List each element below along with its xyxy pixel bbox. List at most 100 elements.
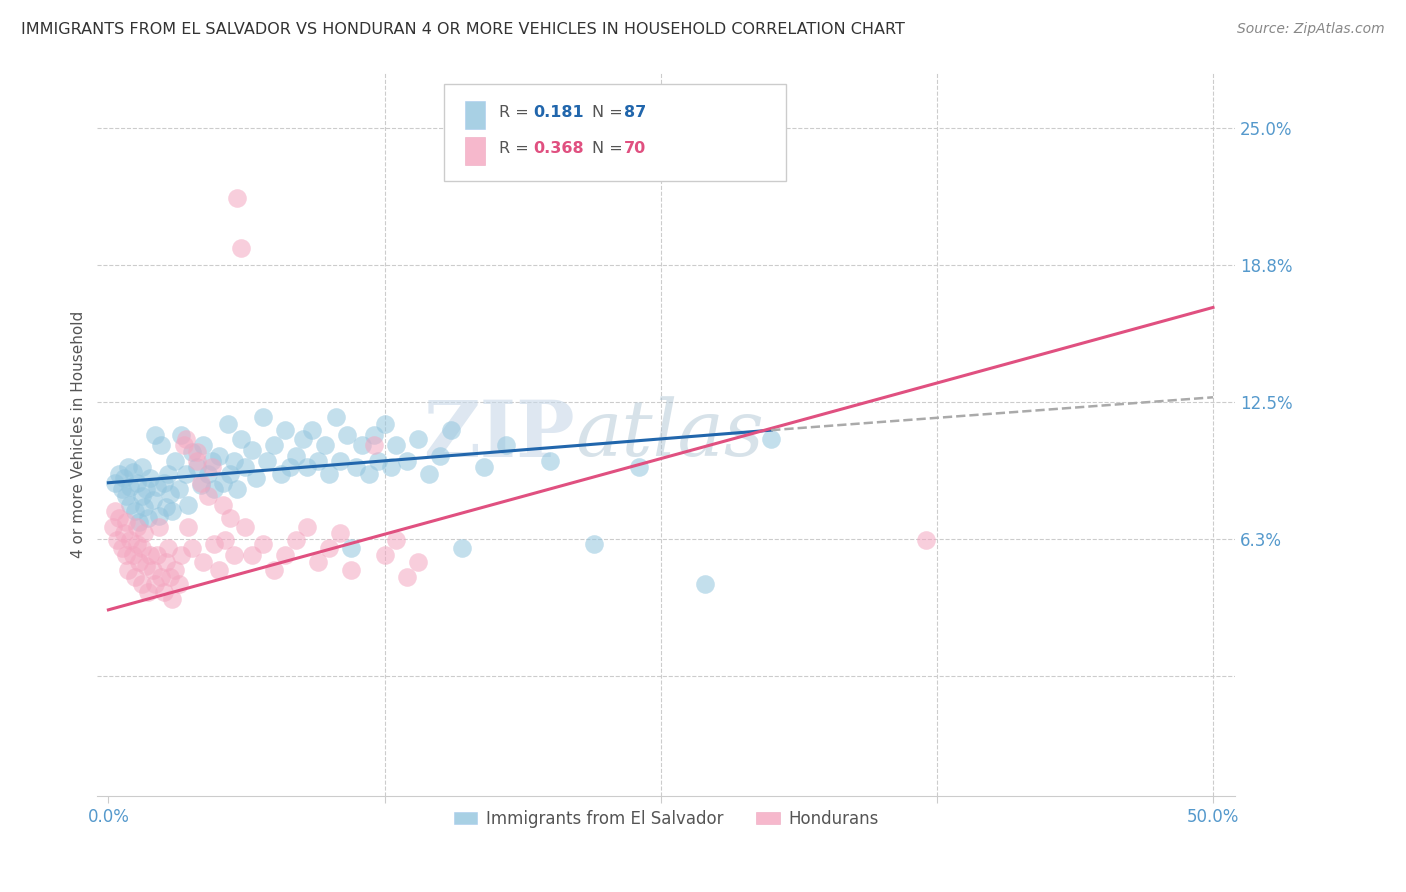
Point (307, 454, 329, 468)
Point (127, 475, 149, 490)
Point (162, 591, 184, 606)
Point (214, 533, 236, 547)
Point (177, 498, 200, 512)
Point (278, 460, 301, 475)
Point (340, 541, 363, 556)
Point (374, 417, 396, 431)
Point (190, 475, 212, 490)
Point (139, 548, 162, 562)
Point (472, 460, 495, 475)
Point (224, 454, 246, 468)
FancyBboxPatch shape (465, 101, 485, 128)
Point (135, 483, 157, 497)
Point (418, 467, 440, 481)
Point (150, 438, 173, 452)
Point (155, 500, 177, 514)
Point (181, 541, 204, 556)
Point (263, 563, 285, 577)
Point (208, 563, 231, 577)
Point (274, 423, 297, 437)
Point (197, 467, 219, 481)
Text: 87: 87 (624, 105, 647, 120)
Point (204, 537, 226, 551)
Point (174, 432, 197, 446)
Point (263, 438, 285, 452)
Point (240, 548, 263, 562)
Point (212, 475, 235, 490)
Point (235, 519, 257, 533)
Point (395, 570, 418, 584)
Point (167, 576, 190, 591)
Point (150, 570, 173, 584)
Point (374, 548, 396, 562)
Point (152, 585, 174, 599)
Point (363, 438, 385, 452)
Point (143, 427, 166, 442)
Point (159, 570, 181, 584)
Point (297, 460, 319, 475)
Point (108, 467, 131, 481)
Point (363, 427, 385, 442)
Point (314, 438, 336, 452)
Point (759, 432, 782, 446)
Point (120, 533, 142, 547)
Point (170, 548, 193, 562)
Point (219, 467, 242, 481)
Point (344, 460, 367, 475)
FancyBboxPatch shape (444, 84, 786, 181)
Point (352, 438, 374, 452)
Text: R =: R = (499, 105, 534, 120)
Point (406, 432, 429, 446)
Text: 0.181: 0.181 (533, 105, 583, 120)
Point (124, 504, 146, 518)
Point (190, 478, 212, 492)
Point (380, 460, 402, 475)
Point (229, 241, 252, 255)
Point (167, 483, 190, 497)
Point (132, 526, 155, 541)
Point (148, 508, 170, 523)
Point (163, 454, 186, 468)
Point (186, 454, 208, 468)
Point (105, 533, 128, 547)
Point (204, 483, 226, 497)
Point (173, 438, 195, 452)
Point (115, 515, 138, 529)
Point (152, 475, 174, 490)
Text: IMMIGRANTS FROM EL SALVADOR VS HONDURAN 4 OR MORE VEHICLES IN HOUSEHOLD CORRELAT: IMMIGRANTS FROM EL SALVADOR VS HONDURAN … (21, 22, 905, 37)
Point (219, 510, 242, 524)
Point (329, 526, 352, 541)
Point (170, 427, 193, 442)
Point (240, 442, 263, 457)
Point (131, 576, 153, 591)
Point (108, 510, 131, 524)
Point (112, 471, 135, 485)
Point (318, 467, 340, 481)
Point (914, 533, 936, 547)
Point (197, 489, 219, 503)
Point (104, 475, 127, 490)
Point (693, 576, 716, 591)
Point (395, 454, 418, 468)
Point (252, 537, 274, 551)
Text: Source: ZipAtlas.com: Source: ZipAtlas.com (1237, 22, 1385, 37)
Point (148, 519, 170, 533)
Point (127, 537, 149, 551)
Point (131, 541, 153, 556)
Point (111, 541, 134, 556)
Point (157, 541, 180, 556)
Point (225, 483, 247, 497)
Point (139, 471, 162, 485)
Point (252, 409, 274, 424)
Point (120, 480, 142, 494)
Point (136, 585, 159, 599)
Point (297, 519, 319, 533)
Point (111, 483, 134, 497)
Point (143, 576, 166, 591)
Point (429, 450, 451, 464)
Point (208, 450, 231, 464)
Point (201, 454, 224, 468)
Point (135, 559, 157, 574)
Text: atlas: atlas (575, 396, 763, 473)
Point (291, 432, 314, 446)
